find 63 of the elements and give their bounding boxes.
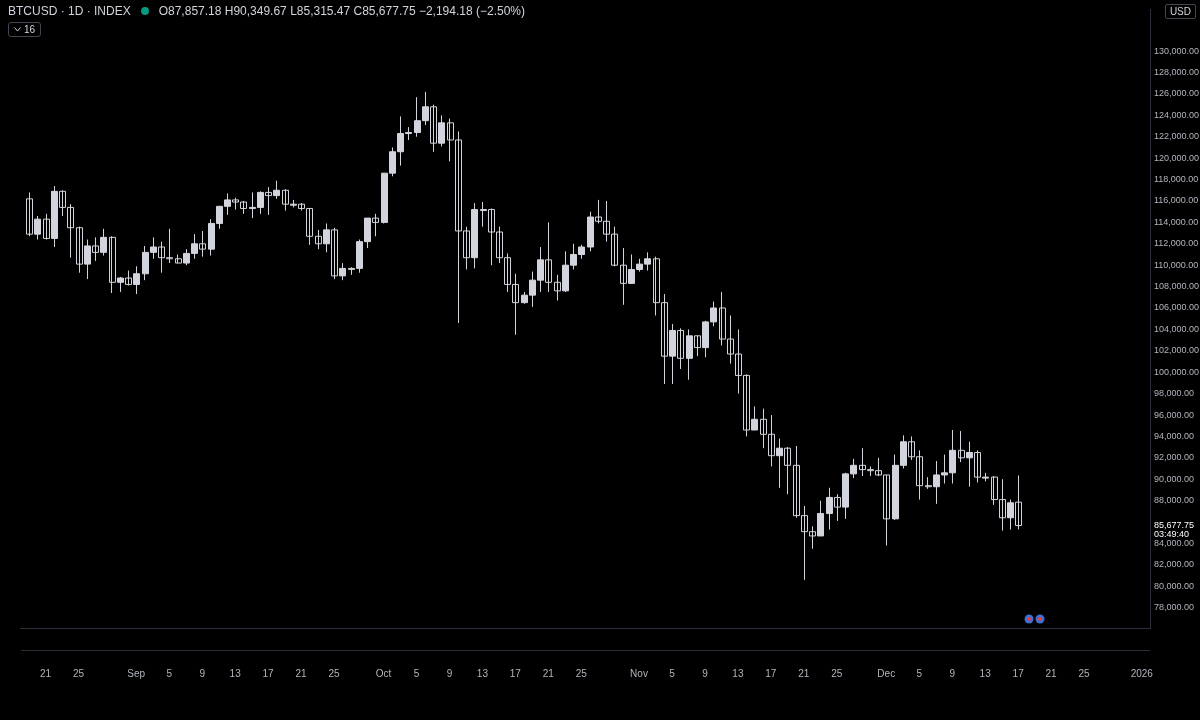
y-tick-label: 96,000.00: [1154, 409, 1195, 420]
x-tick-label: 25: [575, 667, 588, 679]
x-tick-label: 21: [40, 667, 52, 679]
y-tick-label: 122,000.00: [1154, 131, 1200, 142]
y-tick-label: 124,000.00: [1154, 109, 1200, 120]
y-tick-label: 106,000.00: [1154, 302, 1200, 313]
x-tick-label: 9: [702, 667, 709, 679]
annotation: 16: [24, 24, 36, 35]
y-tick-label: 92,000.00: [1154, 452, 1195, 463]
x-tick-label: Dec: [877, 667, 896, 679]
x-tick-label: 5: [413, 667, 420, 679]
x-tick-label: 5: [166, 667, 173, 679]
y-tick-label: 116,000.00: [1154, 195, 1199, 206]
x-tick-label: 25: [72, 667, 85, 679]
x-tick-label: 9: [446, 667, 453, 679]
y-tick-label: 98,000.00: [1154, 388, 1195, 399]
text: 03:49:40: [1154, 528, 1190, 539]
chart-subtitle: O87,857.18 H90,349.67 L85,315.47 C85,677.75 −2,194.18 (−2.50%): [158, 4, 525, 18]
text: 85,677.75: [1154, 519, 1195, 530]
y-tick-label: 84,000.00: [1154, 537, 1195, 548]
x-tick-label: 25: [1078, 667, 1091, 679]
y-tick-label: 114,000.00: [1154, 216, 1199, 227]
x-tick-label: 17: [509, 667, 522, 679]
y-tick-label: 112,000.00: [1154, 238, 1199, 249]
y-tick-label: 90,000.00: [1154, 473, 1195, 484]
y-tick-label: 108,000.00: [1154, 281, 1200, 292]
x-tick-label: Nov: [630, 667, 648, 679]
y-axis-title: USD: [1164, 4, 1196, 19]
chart-title: BTCUSD · 1D · INDEX: [8, 4, 131, 18]
x-tick-label: 9: [949, 667, 956, 679]
x-tick-label: 17: [1012, 667, 1025, 679]
y-tick-label: 130,000.00: [1154, 45, 1200, 56]
x-tick-label: 21: [295, 667, 308, 679]
x-tick-label: 13: [732, 667, 744, 679]
x-tick-label: 13: [229, 667, 242, 679]
x-tick-label: 2026: [1130, 667, 1154, 679]
y-tick-label: 102,000.00: [1154, 345, 1200, 356]
y-tick-label: 100,000.00: [1154, 366, 1200, 377]
y-tick-label: 126,000.00: [1154, 88, 1200, 99]
x-tick-label: Oct: [375, 667, 392, 679]
x-tick-label: 21: [542, 667, 555, 679]
y-tick-label: 110,000.00: [1154, 259, 1199, 270]
y-tick-label: 128,000.00: [1154, 67, 1200, 78]
x-tick-label: Sep: [127, 667, 146, 679]
x-tick-label: 17: [262, 667, 275, 679]
y-tick-label: 78,000.00: [1154, 602, 1195, 613]
y-tick-label: 88,000.00: [1154, 495, 1195, 506]
x-tick-label: 13: [476, 667, 489, 679]
x-tick-label: 25: [328, 667, 341, 679]
y-tick-label: 120,000.00: [1154, 152, 1200, 163]
y-tick-label: 80,000.00: [1154, 580, 1195, 591]
x-tick-label: 17: [765, 667, 777, 679]
x-tick-label: 5: [669, 667, 676, 679]
x-tick-label: 21: [1045, 667, 1058, 679]
y-tick-label: 82,000.00: [1154, 559, 1195, 570]
y-tick-label: 94,000.00: [1154, 430, 1195, 441]
x-tick-label: 5: [916, 667, 923, 679]
y-tick-label: 104,000.00: [1154, 323, 1200, 334]
x-tick-label: 25: [831, 667, 843, 679]
y-tick-label: 118,000.00: [1154, 174, 1199, 185]
x-tick-label: 21: [798, 667, 810, 679]
x-tick-label: 9: [199, 667, 206, 679]
x-tick-label: 13: [979, 667, 992, 679]
